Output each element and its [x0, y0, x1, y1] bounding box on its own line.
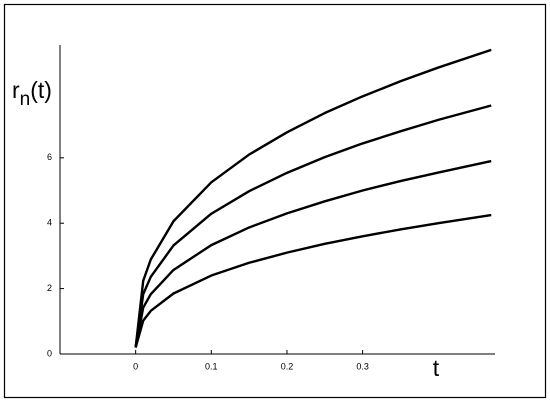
x-tick-label: 0.3: [356, 361, 369, 371]
y-tick-label: 0: [47, 348, 52, 358]
y-label-rest: (t): [30, 77, 52, 103]
series-line: [134, 104, 492, 348]
x-tick-label: 0.1: [205, 361, 218, 371]
y-axis-label: rn(t): [12, 77, 52, 110]
y-label-base: r: [12, 77, 20, 103]
y-tick-label: 6: [47, 152, 52, 162]
x-tick-label: 0.2: [281, 361, 294, 371]
series-line: [134, 159, 492, 348]
x-tick-label: 0: [133, 361, 138, 371]
series-line: [134, 48, 492, 348]
frame: [3, 3, 547, 399]
y-tick-label: 2: [47, 283, 52, 293]
series-line: [134, 213, 492, 348]
y-tick-label: 4: [47, 218, 52, 228]
y-label-sub: n: [20, 89, 31, 110]
x-axis-label: t: [433, 355, 440, 381]
